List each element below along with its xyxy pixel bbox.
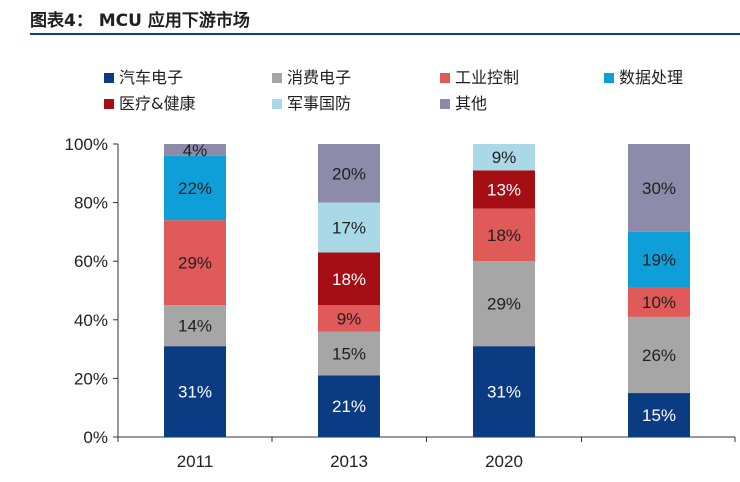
legend-label: 消费电子 bbox=[287, 68, 351, 87]
chart-title: 图表4： MCU 应用下游市场 bbox=[30, 11, 250, 31]
bar-segment bbox=[164, 220, 226, 306]
data-label: 10% bbox=[642, 293, 676, 312]
title-rule bbox=[30, 33, 740, 35]
data-label: 22% bbox=[178, 179, 212, 198]
legend-swatch bbox=[104, 99, 114, 109]
bar-segment bbox=[318, 331, 380, 376]
y-tick-label: 100% bbox=[65, 135, 108, 154]
data-label: 14% bbox=[178, 317, 212, 336]
data-label: 4% bbox=[183, 141, 208, 160]
y-tick-label: 20% bbox=[74, 369, 108, 388]
bar-segment bbox=[164, 144, 226, 156]
x-tick-label: 2013 bbox=[330, 452, 368, 471]
y-tick-label: 80% bbox=[74, 194, 108, 213]
data-label: 30% bbox=[642, 179, 676, 198]
legend-swatch bbox=[440, 73, 450, 83]
bar-segment bbox=[164, 346, 226, 437]
legend-label: 工业控制 bbox=[455, 68, 519, 87]
data-label: 18% bbox=[332, 270, 366, 289]
bar-segment bbox=[318, 375, 380, 437]
legend-swatch bbox=[272, 73, 282, 83]
bar-segment bbox=[164, 305, 226, 347]
legend-label: 军事国防 bbox=[287, 94, 351, 113]
legend-swatch bbox=[440, 99, 450, 109]
data-label: 19% bbox=[642, 251, 676, 270]
data-label: 31% bbox=[487, 383, 521, 402]
data-label: 17% bbox=[332, 219, 366, 238]
data-label: 29% bbox=[178, 254, 212, 273]
legend-swatch bbox=[604, 73, 614, 83]
data-label: 13% bbox=[487, 180, 521, 199]
y-tick-label: 40% bbox=[74, 311, 108, 330]
bar-segment bbox=[318, 252, 380, 306]
bar-segment bbox=[318, 305, 380, 332]
legend-label: 其他 bbox=[455, 94, 487, 113]
data-label: 9% bbox=[492, 148, 517, 167]
x-tick-label: 2020 bbox=[485, 452, 523, 471]
bar-segment bbox=[318, 202, 380, 253]
legend-swatch bbox=[272, 99, 282, 109]
bar-segment bbox=[628, 144, 690, 232]
data-label: 29% bbox=[487, 295, 521, 314]
legend-label: 数据处理 bbox=[619, 68, 683, 87]
legend-label: 医疗&健康 bbox=[119, 94, 195, 113]
data-label: 31% bbox=[178, 383, 212, 402]
bar-segment bbox=[628, 287, 690, 317]
data-label: 9% bbox=[337, 309, 362, 328]
data-label: 15% bbox=[642, 406, 676, 425]
legend-swatch bbox=[104, 73, 114, 83]
bar-segment bbox=[473, 170, 535, 209]
data-label: 15% bbox=[332, 344, 366, 363]
data-label: 20% bbox=[332, 164, 366, 183]
bar-segment bbox=[628, 393, 690, 437]
y-tick-label: 0% bbox=[83, 428, 108, 447]
bar-segment bbox=[164, 155, 226, 221]
data-label: 21% bbox=[332, 397, 366, 416]
bar-segment bbox=[473, 261, 535, 347]
bar-segment bbox=[473, 346, 535, 437]
y-tick-label: 60% bbox=[74, 252, 108, 271]
legend-label: 汽车电子 bbox=[119, 68, 183, 87]
x-tick-label: 2011 bbox=[177, 452, 214, 471]
bar-segment bbox=[473, 208, 535, 262]
bar-segment bbox=[628, 316, 690, 394]
bar-segment bbox=[318, 144, 380, 203]
bar-segment bbox=[628, 231, 690, 288]
bar-segment bbox=[473, 144, 535, 171]
data-label: 26% bbox=[642, 346, 676, 365]
data-label: 18% bbox=[487, 226, 521, 245]
